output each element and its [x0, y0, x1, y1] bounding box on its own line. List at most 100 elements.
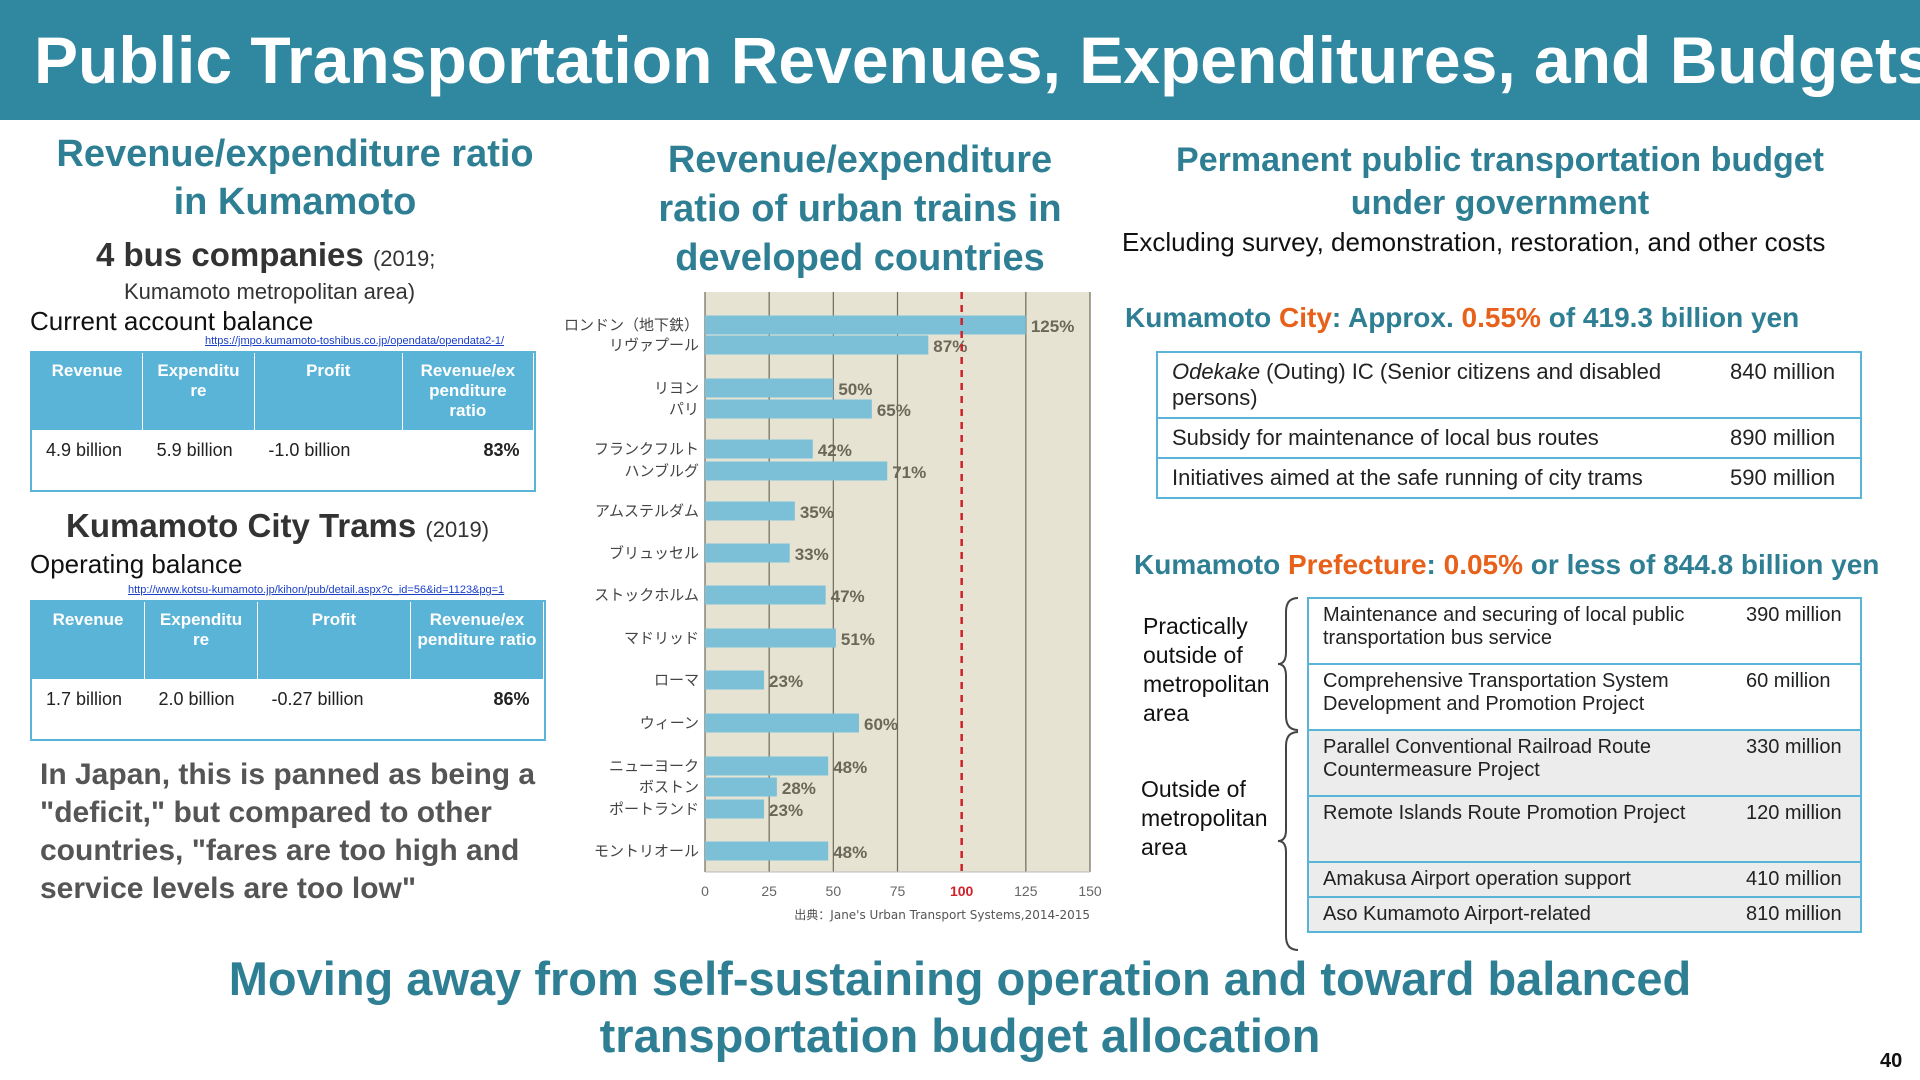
pref-row1-label: Maintenance and securing of local public…	[1307, 597, 1732, 665]
city-row3-label: Initiatives aimed at the safe running of…	[1156, 457, 1716, 499]
bus-col-ratio: Revenue/ex penditure ratio	[402, 353, 535, 430]
bar-6	[705, 501, 795, 521]
bar-5	[705, 461, 888, 481]
pref-budget-heading: Kumamoto Prefecture: 0.05% or less of 84…	[1134, 549, 1879, 581]
bar-2	[705, 378, 834, 398]
trams-col-ratio: Revenue/ex penditure ratio	[410, 602, 544, 678]
bus-area: Kumamoto metropolitan area)	[124, 279, 416, 304]
value-label-2: 50%	[838, 380, 872, 399]
bus-ratio: 83%	[402, 429, 534, 471]
urban-train-ratio-chart: ロンドン（地下鉄） 125% リヴァプール 87% リヨン 50% パリ 65% フランクフルト…	[564, 292, 1102, 922]
category-label-2: リヨン	[654, 379, 699, 397]
value-label-1: 87%	[933, 337, 967, 356]
trams-expenditure: 2.0 billion	[144, 677, 258, 720]
bus-balance-label: Current account balance	[30, 306, 314, 336]
category-label-3: パリ	[669, 400, 699, 418]
pref-pct: 0.05%	[1443, 549, 1524, 580]
middle-heading-line3: developed countries	[675, 237, 1045, 279]
bar-15	[705, 841, 829, 861]
pref-row5-label: Amakusa Airport operation support	[1307, 861, 1732, 898]
value-label-10: 23%	[769, 672, 803, 691]
page-title: Public Transportation Revenues, Expendit…	[34, 23, 1920, 97]
category-label-6: アムステルダム	[595, 502, 699, 520]
value-label-11: 60%	[864, 715, 898, 734]
value-label-5: 71%	[892, 463, 926, 482]
bar-0	[705, 315, 1026, 335]
category-label-1: リヴァプール	[609, 336, 699, 354]
table-row: Maintenance and securing of local public…	[1307, 597, 1862, 665]
left-heading: Revenue/expenditure ratio in Kumamoto	[30, 130, 560, 226]
table-row: Subsidy for maintenance of local bus rou…	[1156, 417, 1862, 459]
city-row2-amount: 890 million	[1716, 417, 1862, 459]
brace-group1	[1277, 597, 1299, 731]
value-label-14: 23%	[769, 801, 803, 820]
trams-col-expenditure: Expenditu re	[144, 602, 258, 678]
bus-col-expenditure: Expenditu re	[142, 353, 255, 430]
bus-expenditure: 5.9 billion	[142, 429, 255, 471]
pref-post: or less of 844.8 billion yen	[1523, 549, 1880, 580]
pref-row6-amount: 810 million	[1732, 896, 1862, 933]
left-heading-line1: Revenue/expenditure ratio	[56, 133, 534, 175]
bus-revenue: 4.9 billion	[32, 429, 143, 471]
pref-row6-label: Aso Kumamoto Airport-related	[1307, 896, 1732, 933]
table-row: Initiatives aimed at the safe running of…	[1156, 457, 1862, 499]
bus-col-profit: Profit	[254, 353, 403, 430]
bar-13	[705, 777, 777, 797]
category-label-8: ストックホルム	[594, 586, 699, 604]
city-row1-text: (Outing) IC (Senior citizens and disable…	[1172, 359, 1662, 410]
trams-year: (2019)	[425, 517, 490, 542]
city-pre: Kumamoto	[1125, 302, 1279, 333]
bar-11	[705, 713, 859, 733]
footer-line1: Moving away from self-sustaining operati…	[228, 952, 1692, 1005]
trams-profit: -0.27 billion	[257, 677, 411, 720]
city-row2-label: Subsidy for maintenance of local bus rou…	[1156, 417, 1716, 459]
trams-source-link[interactable]: http://www.kotsu-kumamoto.jp/kihon/pub/d…	[128, 584, 505, 596]
pref-row1-amount: 390 million	[1732, 597, 1862, 665]
bar-12	[705, 756, 829, 776]
city-pct: 0.55%	[1461, 302, 1541, 333]
middle-heading: Revenue/expenditure ratio of urban train…	[590, 136, 1130, 283]
category-label-14: ポートランド	[609, 800, 699, 818]
category-label-13: ボストン	[639, 778, 699, 796]
pref-pre: Kumamoto	[1134, 549, 1288, 580]
trams-table-grid: Revenue Expenditu re Profit Revenue/ex p…	[32, 602, 544, 720]
value-label-4: 42%	[818, 441, 852, 460]
trams-col-revenue: Revenue	[32, 602, 145, 678]
category-label-4: フランクフルト	[594, 440, 699, 458]
category-label-0: ロンドン（地下鉄）	[564, 316, 699, 334]
right-heading-line1: Permanent public transportation budget	[1176, 141, 1824, 179]
category-label-9: マドリッド	[624, 629, 699, 647]
category-label-12: ニューヨーク	[609, 757, 699, 775]
city-budget-heading: Kumamoto City: Approx. 0.55% of 419.3 bi…	[1125, 302, 1799, 334]
value-label-12: 48%	[833, 758, 867, 777]
pref-row3-amount: 330 million	[1732, 729, 1862, 797]
table-row: Remote Islands Route Promotion Project 1…	[1307, 795, 1862, 863]
bus-table-header: Revenue Expenditu re Profit Revenue/ex p…	[32, 353, 535, 430]
middle-heading-line2: ratio of urban trains in	[658, 188, 1062, 230]
bus-source-link[interactable]: https://jmpo.kumamoto-toshibus.co.jp/ope…	[205, 335, 505, 347]
trams-balance-label: Operating balance	[30, 549, 243, 579]
city-post: of 419.3 billion yen	[1540, 302, 1800, 333]
city-budget-table: Odekake (Outing) IC (Senior citizens and…	[1156, 351, 1862, 499]
bar-3	[705, 399, 872, 419]
right-heading: Permanent public transportation budget u…	[1110, 139, 1890, 225]
left-heading-line2: in Kumamoto	[173, 181, 417, 223]
trams-ratio: 86%	[410, 677, 544, 720]
category-label-10: ローマ	[654, 671, 699, 689]
value-label-9: 51%	[841, 630, 875, 649]
title-banner: Public Transportation Revenues, Expendit…	[0, 0, 1920, 120]
bus-table: Revenue Expenditu re Profit Revenue/ex p…	[30, 351, 536, 492]
category-label-7: ブリュッセル	[609, 544, 699, 562]
bar-8	[705, 585, 826, 605]
right-heading-line2: under government	[1350, 184, 1650, 222]
value-label-13: 28%	[782, 779, 816, 798]
city-mid: : Approx.	[1331, 302, 1462, 333]
page-number: 40	[1880, 1050, 1903, 1072]
table-row: 4.9 billion 5.9 billion -1.0 billion 83%	[32, 429, 534, 471]
trams-table: Revenue Expenditu re Profit Revenue/ex p…	[30, 600, 546, 741]
city-row1-amount: 840 million	[1716, 351, 1862, 419]
trams-revenue: 1.7 billion	[32, 677, 145, 720]
pref-row2-amount: 60 million	[1732, 663, 1862, 731]
city-row1-em: Odekake	[1172, 359, 1261, 384]
brace-group2	[1277, 731, 1299, 951]
